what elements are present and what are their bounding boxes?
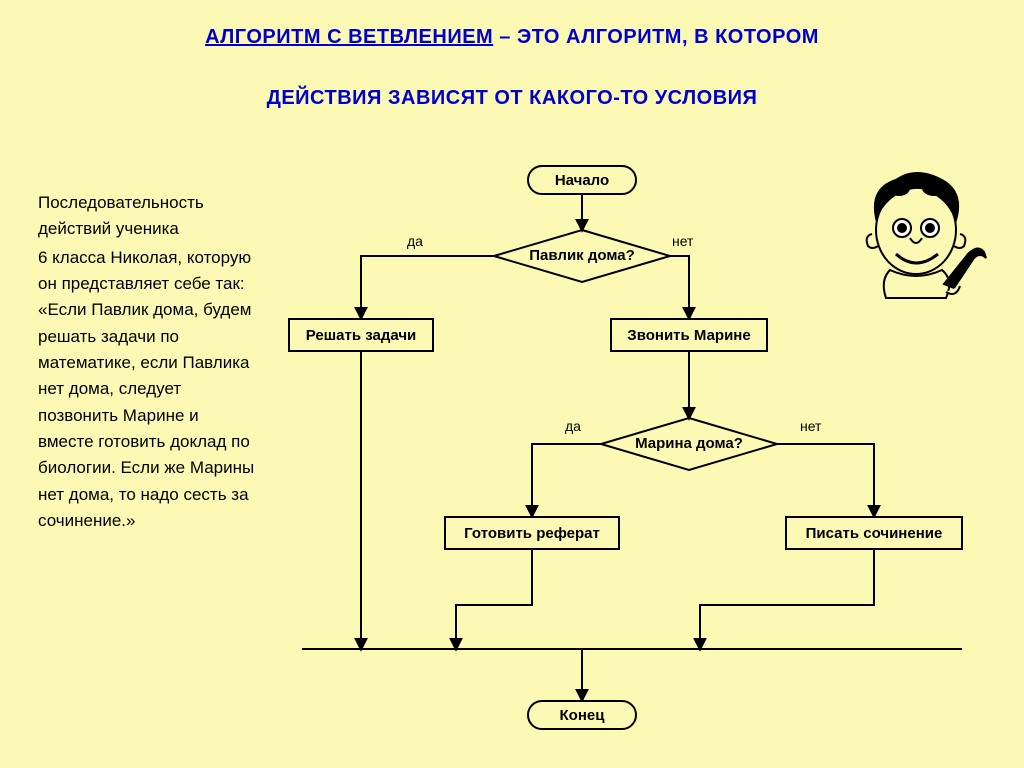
edge-label-yes-1: да <box>407 233 423 249</box>
decision-pavlik <box>494 230 670 282</box>
page-heading: АЛГОРИТМ С ВЕТВЛЕНИЕМ – ЭТО АЛГОРИТМ, В … <box>0 0 1024 49</box>
side-paragraph-body: 6 класса Николая, которую он представляе… <box>38 245 258 535</box>
edge-label-no-1: нет <box>672 233 693 249</box>
side-paragraph: Последовательность действий ученика 6 кл… <box>38 190 258 534</box>
heading-underlined: АЛГОРИТМ С ВЕТВЛЕНИЕМ <box>205 26 493 48</box>
side-paragraph-line1: Последовательность действий ученика <box>38 190 258 243</box>
flowchart: Павлик дома? Марина дома? Начало Решать … <box>272 155 972 750</box>
node-solve-problems: Решать задачи <box>288 318 434 352</box>
node-end: Конец <box>527 700 637 730</box>
edge-label-no-2: нет <box>800 418 821 434</box>
node-prepare-report: Готовить реферат <box>444 516 620 550</box>
node-write-essay: Писать сочинение <box>785 516 963 550</box>
edge-label-yes-2: да <box>565 418 581 434</box>
page-subheading: ДЕЙСТВИЯ ЗАВИСЯТ ОТ КАКОГО-ТО УСЛОВИЯ <box>0 87 1024 110</box>
node-call-marina: Звонить Марине <box>610 318 768 352</box>
decision-marina <box>601 418 777 470</box>
heading-rest: – ЭТО АЛГОРИТМ, В КОТОРОМ <box>493 26 819 48</box>
node-start: Начало <box>527 165 637 195</box>
